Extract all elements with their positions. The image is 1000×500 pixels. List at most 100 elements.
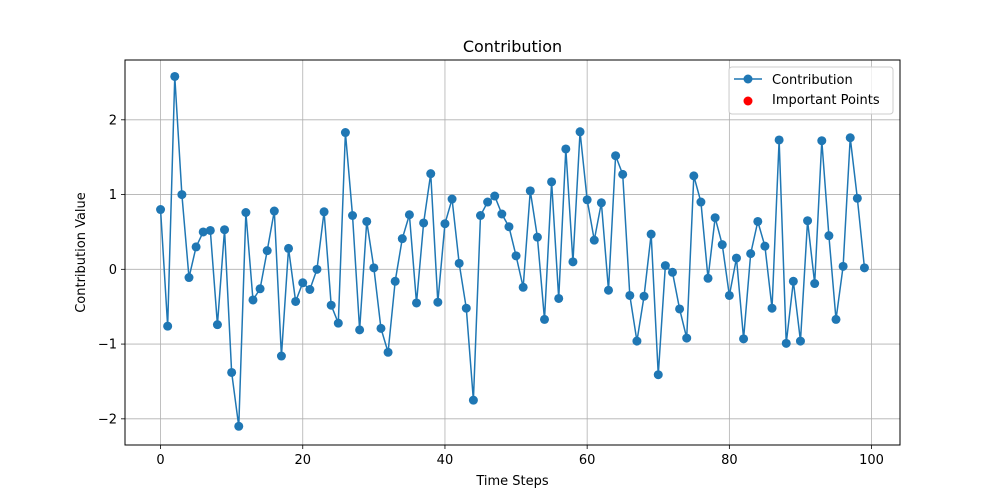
y-tick-label: 0 xyxy=(109,263,117,278)
contribution-point xyxy=(397,234,407,244)
legend-box xyxy=(728,66,894,115)
contribution-point xyxy=(255,284,265,294)
contribution-point xyxy=(269,206,279,216)
contribution-point xyxy=(177,190,187,200)
contribution-series-line xyxy=(159,75,866,428)
contribution-point xyxy=(212,320,222,330)
contribution-point xyxy=(675,304,685,314)
contribution-point xyxy=(795,336,805,346)
y-tick-label: −2 xyxy=(98,412,117,427)
contribution-point xyxy=(348,210,358,220)
contribution-point xyxy=(731,253,741,263)
contribution-point xyxy=(696,197,706,207)
contribution-point xyxy=(468,395,478,405)
contribution-point xyxy=(276,351,286,361)
contribution-point xyxy=(596,198,606,208)
x-tick-label: 40 xyxy=(437,453,454,468)
contribution-point xyxy=(170,71,180,81)
contribution-point xyxy=(810,279,820,289)
legend-label-important-points: Important Points xyxy=(772,93,880,108)
contribution-point xyxy=(483,197,493,207)
x-tick-label: 80 xyxy=(721,453,738,468)
contribution-point xyxy=(390,276,400,286)
contribution-point xyxy=(319,207,329,217)
contribution-point xyxy=(404,210,414,220)
contribution-point xyxy=(220,225,230,235)
contribution-point xyxy=(618,169,628,179)
contribution-point xyxy=(589,235,599,245)
x-tick-label: 20 xyxy=(294,453,311,468)
contribution-point xyxy=(724,290,734,300)
contribution-point xyxy=(525,186,535,196)
series-layer xyxy=(156,71,869,431)
contribution-point xyxy=(532,232,542,242)
contribution-point xyxy=(440,219,450,229)
contribution-point xyxy=(205,225,215,235)
contribution-point xyxy=(156,205,166,215)
contribution-point xyxy=(603,285,613,295)
contribution-point xyxy=(653,370,663,380)
contribution-point xyxy=(852,193,862,203)
contribution-point xyxy=(582,195,592,205)
x-axis-label: Time Steps xyxy=(475,474,549,489)
y-tick-label: 1 xyxy=(109,188,117,203)
contribution-point xyxy=(355,325,365,335)
legend-label-contribution: Contribution xyxy=(772,73,853,88)
contribution-point xyxy=(710,213,720,223)
legend-line-marker xyxy=(743,74,753,84)
contribution-point xyxy=(412,298,422,308)
contribution-point xyxy=(746,249,756,259)
contribution-point xyxy=(326,300,336,310)
contribution-point xyxy=(241,208,251,218)
contribution-point xyxy=(234,421,244,431)
axes: 0 20 40 60 80 100 −2 −1 0 1 2 xyxy=(98,113,884,468)
contribution-point xyxy=(831,314,841,324)
contribution-point xyxy=(298,278,308,288)
y-axis-label: Contribution Value xyxy=(74,192,89,313)
contribution-point xyxy=(568,257,578,267)
contribution-point xyxy=(781,338,791,348)
contribution-point xyxy=(660,261,670,271)
contribution-point xyxy=(682,333,692,343)
contribution-point xyxy=(461,303,471,313)
chart-title: Contribution xyxy=(463,37,562,56)
contribution-point xyxy=(518,282,528,292)
contribution-point xyxy=(575,127,585,137)
contribution-point xyxy=(248,295,258,305)
contribution-point xyxy=(511,251,521,261)
contribution-point xyxy=(760,241,770,251)
contribution-point xyxy=(639,291,649,301)
contribution-point xyxy=(767,303,777,313)
contribution-point xyxy=(547,177,557,187)
contribution-point xyxy=(184,273,194,283)
x-tick-label: 100 xyxy=(859,453,884,468)
contribution-point xyxy=(454,258,464,268)
contribution-point xyxy=(433,297,443,307)
contribution-point xyxy=(824,231,834,241)
contribution-point xyxy=(198,227,208,237)
plot-frame xyxy=(124,59,901,446)
contribution-point xyxy=(490,191,500,201)
contribution-point xyxy=(426,169,436,179)
contribution-point xyxy=(561,144,571,154)
contribution-point xyxy=(539,314,549,324)
contribution-point xyxy=(667,267,677,277)
contribution-point xyxy=(753,216,763,226)
contribution-point xyxy=(383,347,393,357)
contribution-point xyxy=(803,216,813,226)
contribution-point xyxy=(262,246,272,256)
contribution-point xyxy=(774,135,784,145)
contribution-point xyxy=(611,151,621,161)
contribution-point xyxy=(717,240,727,250)
x-tick-label: 0 xyxy=(156,453,164,468)
contribution-point xyxy=(476,210,486,220)
contribution-point xyxy=(333,318,343,328)
contribution-point xyxy=(817,136,827,146)
contribution-point xyxy=(340,128,350,138)
contribution-point xyxy=(689,171,699,181)
contribution-point xyxy=(305,285,315,295)
contribution-point xyxy=(632,336,642,346)
contribution-point xyxy=(788,276,798,286)
contribution-point xyxy=(291,296,301,306)
